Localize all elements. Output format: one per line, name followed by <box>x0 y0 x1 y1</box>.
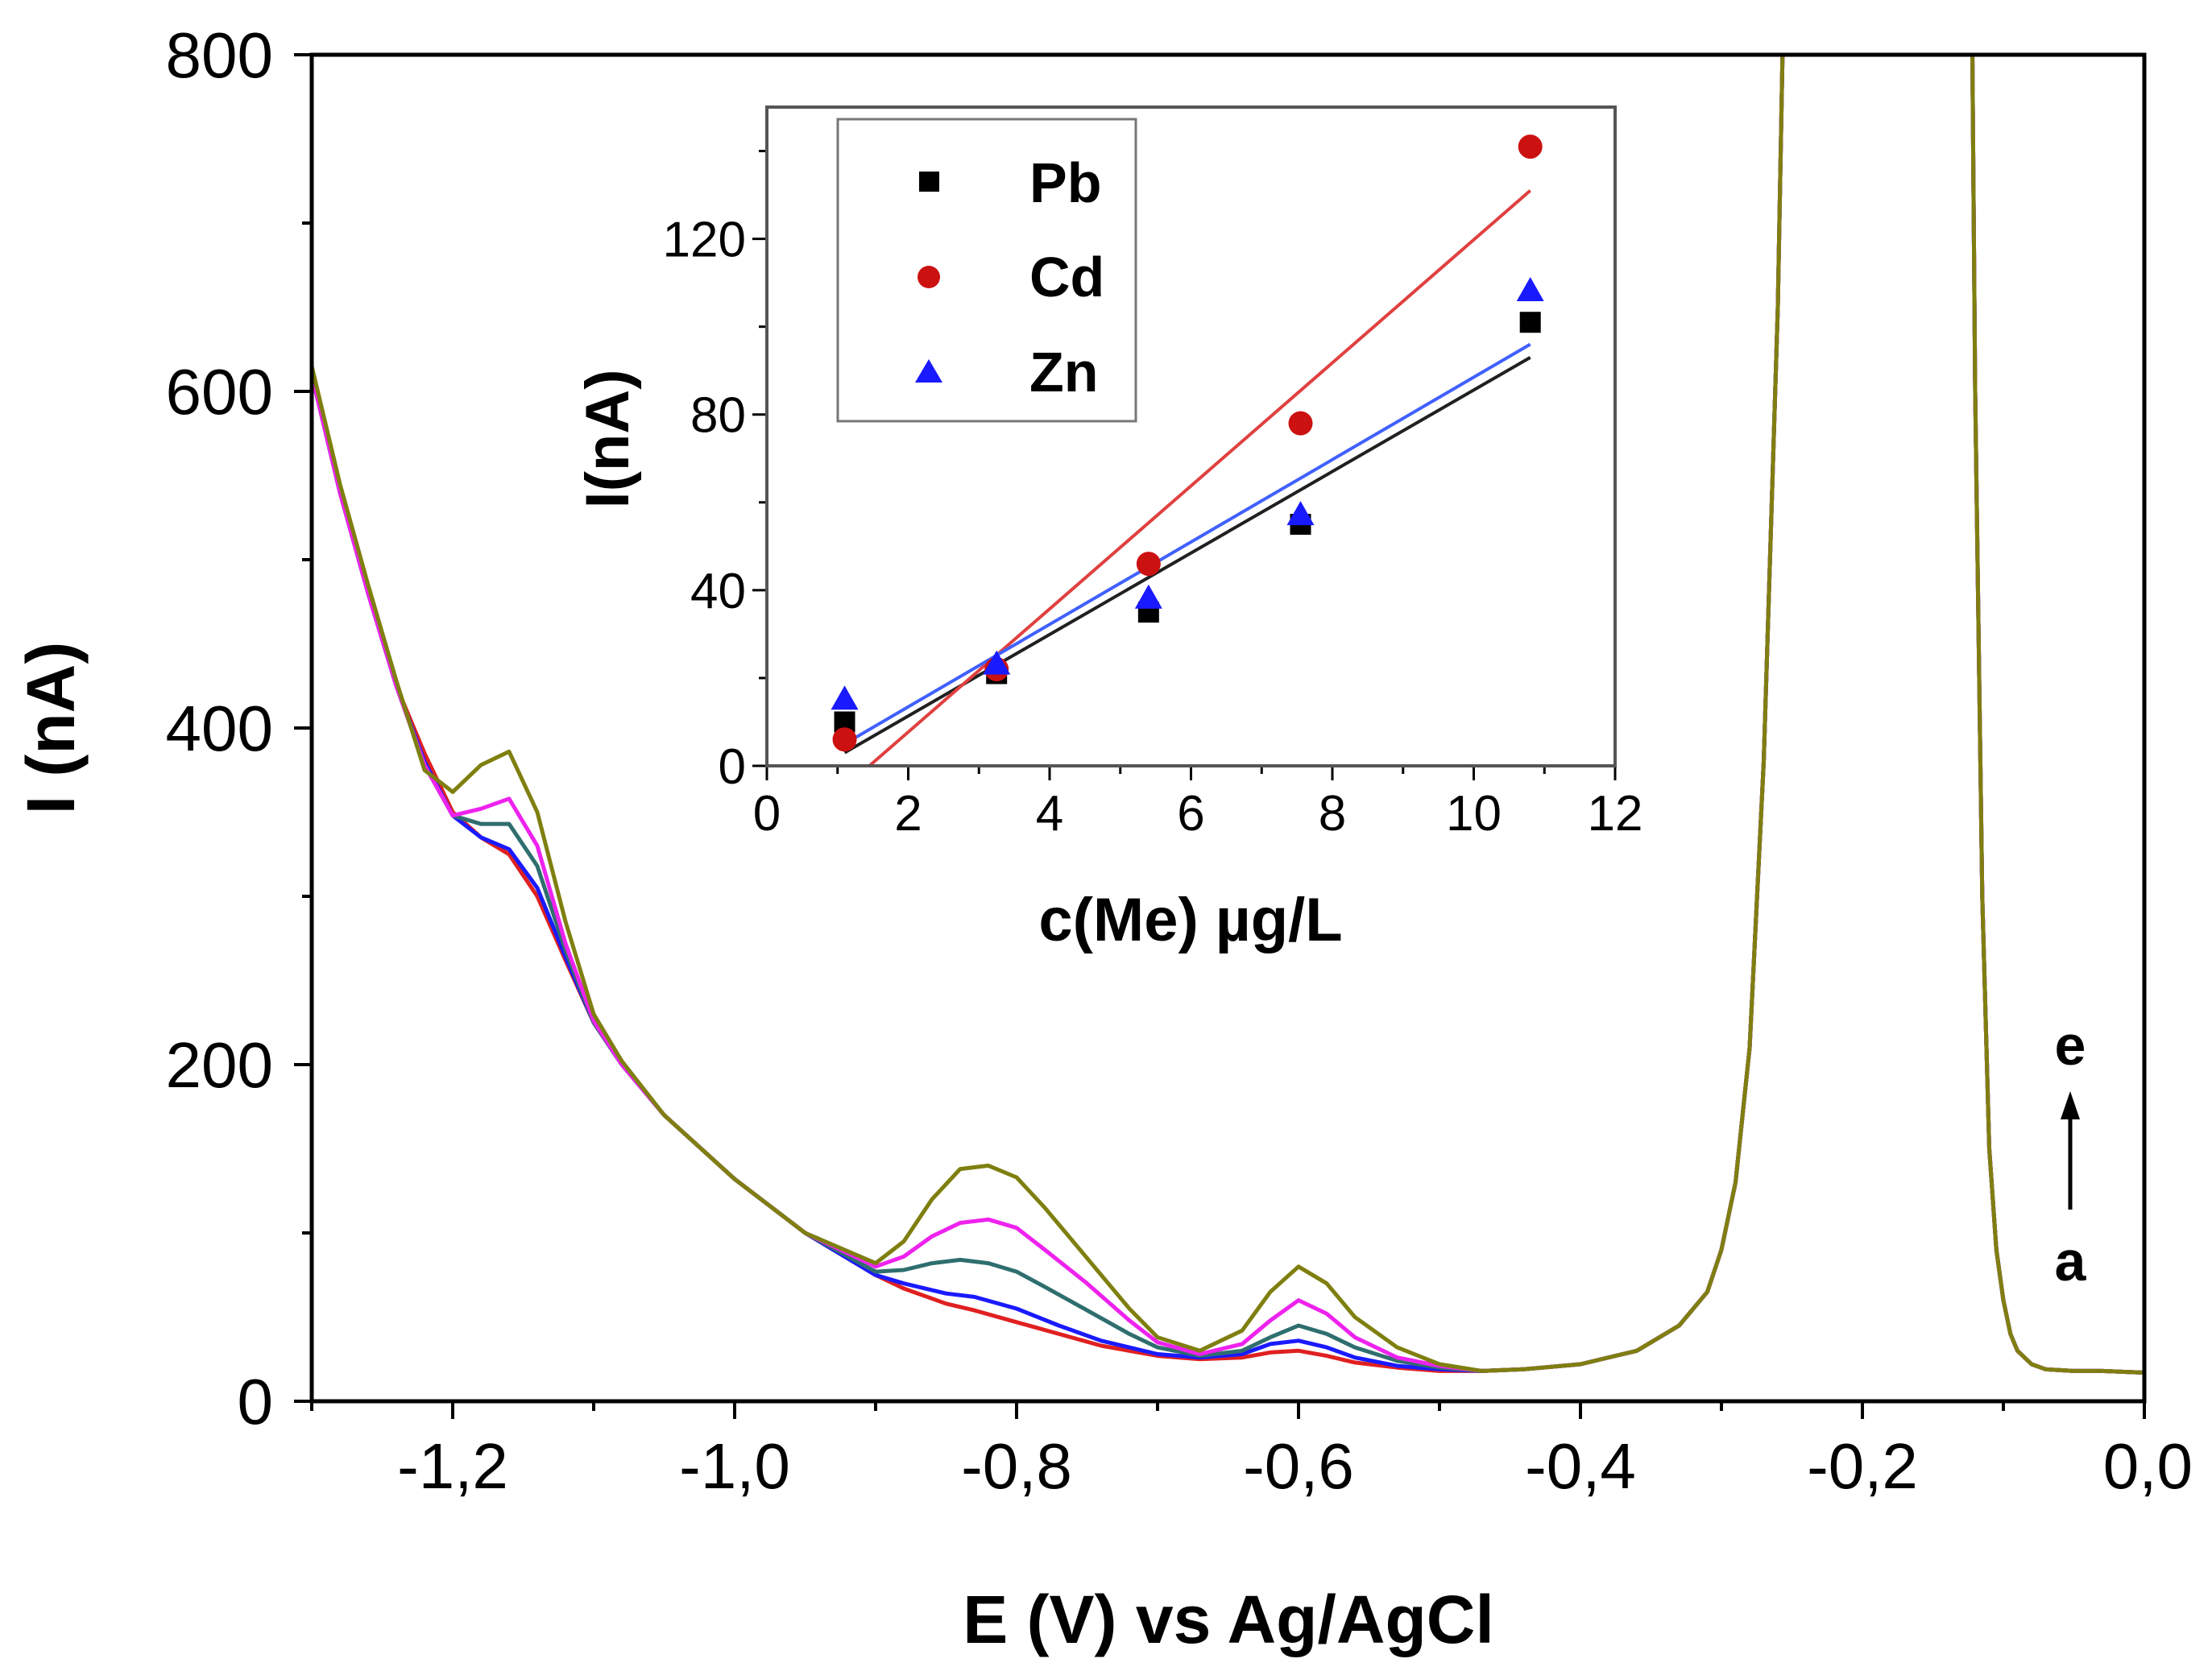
main-x-tick-label: 0,0 <box>2103 1430 2193 1502</box>
point-cd <box>1288 411 1313 436</box>
main-x-axis-title: E (V) vs Ag/AgCl <box>963 1582 1494 1657</box>
annotation-curve-e: e <box>2055 1014 2086 1077</box>
main-curves <box>312 55 2144 1375</box>
main-y-tick-label: 0 <box>238 1366 274 1437</box>
inset-y-axis-title: I(nA) <box>574 369 642 508</box>
inset-plot-frame <box>765 105 1617 767</box>
point-cd <box>832 727 857 752</box>
inset-chart: 0 2 4 6 8 10 12 0 40 80 120 c(Me) µg/L I… <box>574 105 1643 954</box>
inset-y-tick-labels: 0 40 80 120 <box>663 213 746 795</box>
main-x-tick-label: -0,6 <box>1243 1430 1354 1502</box>
inset-x-tick-label: 0 <box>753 786 781 842</box>
fit-line-cd <box>868 189 1532 766</box>
main-x-tick-label: -0,4 <box>1525 1430 1636 1502</box>
main-x-tick-label: -0,2 <box>1807 1430 1918 1502</box>
point-pb <box>1519 312 1541 333</box>
inset-legend: Pb Cd Zn <box>836 118 1137 423</box>
inset-x-tick-label: 6 <box>1177 786 1204 842</box>
fit-line-zn <box>843 342 1531 746</box>
main-x-tick-labels: -1,2 -1,0 -0,8 -0,6 -0,4 -0,2 0,0 <box>397 1430 2193 1502</box>
main-y-tick-label: 200 <box>166 1029 273 1101</box>
point-cd <box>1136 552 1161 577</box>
main-y-tick-labels: 0 200 400 600 800 <box>166 19 273 1437</box>
legend-marker-zn <box>915 359 942 383</box>
main-y-tick-label: 600 <box>166 356 273 428</box>
point-zn <box>1286 501 1315 526</box>
main-x-tick-label: -1,2 <box>397 1430 508 1502</box>
inset-x-tick-label: 12 <box>1588 786 1643 842</box>
annotation-curve-a: a <box>2055 1230 2087 1293</box>
main-x-tick-label: -0,8 <box>961 1430 1072 1502</box>
inset-y-tick-label: 40 <box>690 564 746 619</box>
annotation-arrow-head <box>2061 1091 2080 1119</box>
point-zn <box>1516 277 1544 302</box>
point-zn <box>831 685 859 710</box>
inset-x-tick-label: 2 <box>894 786 922 842</box>
main-chart: -1,2 -1,0 -0,8 -0,6 -0,4 -0,2 0,0 0 200 … <box>13 19 2193 1657</box>
inset-fit-lines <box>843 189 1532 766</box>
inset-points <box>831 134 1544 752</box>
curve-e <box>312 55 2144 1375</box>
legend-label-cd: Cd <box>1029 246 1104 308</box>
inset-y-tick-label: 0 <box>719 739 746 795</box>
main-plot-frame <box>309 52 2147 1404</box>
main-x-tick-label: -1,0 <box>679 1430 790 1502</box>
legend-label-pb: Pb <box>1029 151 1101 214</box>
main-y-axis-title: I (nA) <box>13 642 89 815</box>
main-y-tick-label: 800 <box>166 19 273 91</box>
legend-label-zn: Zn <box>1029 341 1099 403</box>
legend-marker-cd <box>918 266 940 288</box>
inset-y-tick-label: 120 <box>663 213 746 268</box>
inset-x-tick-labels: 0 2 4 6 8 10 12 <box>753 786 1643 842</box>
legend-box <box>836 118 1137 423</box>
inset-x-tick-label: 10 <box>1446 786 1502 842</box>
inset-x-axis-title: c(Me) µg/L <box>1038 886 1342 954</box>
legend-marker-pb <box>919 172 939 192</box>
point-zn <box>1134 584 1162 609</box>
point-cd <box>1518 134 1543 159</box>
inset-x-tick-label: 8 <box>1319 786 1346 842</box>
point-zn <box>983 650 1011 675</box>
main-y-tick-label: 400 <box>166 693 273 764</box>
inset-y-tick-label: 80 <box>690 388 746 444</box>
inset-x-tick-label: 4 <box>1036 786 1063 842</box>
